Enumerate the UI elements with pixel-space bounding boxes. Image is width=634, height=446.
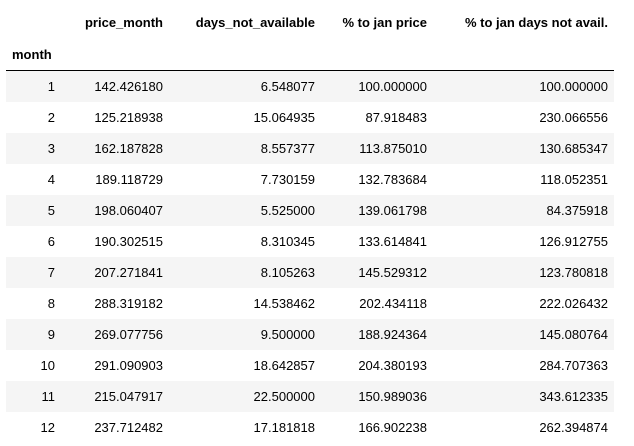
table-cell: 5.525000 [260,202,315,218]
table-cell: 145.529312 [358,264,427,280]
table-row: 10 291.090903 18.642857 204.380193 284.70736… [6,350,614,381]
column-header: % to jan days not avail. [464,14,608,30]
table-row: 12 237.712482 17.181818 166.902238 262.39487… [6,412,614,443]
table-cell: 100.000000 [539,78,608,94]
row-index: 3 [47,140,55,156]
index-name-row: month [6,38,614,71]
table-cell: 17.181818 [253,419,315,435]
table-cell: 8.310345 [260,233,315,249]
table-cell: 215.047917 [94,388,163,404]
blank-corner-cell [6,6,61,38]
table-cell: 237.712482 [94,419,163,435]
column-header: % to jan price [342,14,427,30]
table-cell: 130.685347 [539,140,608,156]
table-cell: 188.924364 [358,326,427,342]
table-cell: 8.105263 [260,264,315,280]
table-cell: 189.118729 [95,171,163,187]
row-index: 1 [47,78,55,94]
table-row: 8 288.319182 14.538462 202.434118 222.026432 [6,288,614,319]
table-cell: 22.500000 [253,388,315,404]
table-cell: 230.066556 [539,109,608,125]
empty-header-cell [61,38,169,71]
row-index: 5 [47,202,55,218]
table-cell: 166.902238 [358,419,427,435]
table-row: 7 207.271841 8.105263 145.529312 123.780818 [6,256,614,288]
table-cell: 14.538462 [253,295,315,311]
empty-header-cell [169,38,321,71]
table-cell: 202.434118 [359,295,427,311]
table-row: 4 189.118729 7.730159 132.783684 118.052351 [6,164,614,195]
table-cell: 126.912755 [539,233,608,249]
table-cell: 262.394874 [539,419,608,435]
row-index: 4 [47,171,55,187]
table-cell: 139.061798 [358,202,427,218]
row-index: 7 [47,264,55,280]
table-cell: 288.319182 [94,295,163,311]
column-header: price_month [84,14,163,30]
table-cell: 84.375918 [546,202,608,218]
table-cell: 150.989036 [358,388,427,404]
dataframe-table: price_month days_not_available % to jan … [6,6,614,443]
table-cell: 118.052351 [540,171,608,187]
row-index: 12 [40,419,55,435]
table-cell: 132.783684 [358,171,427,187]
table-cell: 133.614841 [358,233,427,249]
table-cell: 142.426180 [94,78,163,94]
table-body: 1 142.426180 6.548077 100.000000 100.000000 2… [6,70,614,443]
table-cell: 291.090903 [94,357,163,373]
table-cell: 113.875010 [359,140,427,156]
table-cell: 15.064935 [253,109,315,125]
table-cell: 204.380193 [358,357,427,373]
row-index: 6 [47,233,55,249]
table-cell: 87.918483 [365,109,427,125]
row-index: 11 [41,388,56,404]
row-index: 9 [47,326,55,342]
column-header-row: price_month days_not_available % to jan … [6,6,614,38]
table-cell: 269.077756 [94,326,163,342]
table-cell: 162.187828 [94,140,163,156]
row-index: 2 [47,109,55,125]
table-cell: 198.060407 [94,202,163,218]
table-cell: 9.500000 [260,326,315,342]
table-row: 5 198.060407 5.525000 139.061798 84.375918 [6,194,614,226]
empty-header-cell [433,38,614,71]
table-cell: 190.302515 [94,233,163,249]
empty-header-cell [321,38,433,71]
index-name: month [6,38,61,71]
table-cell: 18.642857 [253,357,315,373]
table-row: 2 125.218938 15.064935 87.918483 230.066556 [6,102,614,133]
column-header: days_not_available [195,14,315,30]
table-cell: 284.707363 [539,357,608,373]
table-cell: 125.218938 [94,109,163,125]
table-row: 3 162.187828 8.557377 113.875010 130.685347 [6,132,614,164]
table-row: 9 269.077756 9.500000 188.924364 145.080764 [6,318,614,350]
table-row: 1 142.426180 6.548077 100.000000 100.000000 [6,70,614,102]
table-cell: 6.548077 [260,78,315,94]
table-cell: 343.612335 [539,388,608,404]
table-row: 6 190.302515 8.310345 133.614841 126.912755 [6,226,614,257]
table-row: 11 215.047917 22.500000 150.989036 343.61233… [6,380,614,412]
table-cell: 222.026432 [539,295,608,311]
table-cell: 7.730159 [260,171,315,187]
table-cell: 145.080764 [539,326,608,342]
row-index: 10 [40,357,55,373]
row-index: 8 [47,295,55,311]
table-cell: 207.271841 [94,264,163,280]
table-header: price_month days_not_available % to jan … [6,6,614,71]
table-cell: 100.000000 [358,78,427,94]
table-cell: 123.780818 [539,264,608,280]
dataframe-output: price_month days_not_available % to jan … [6,6,614,443]
table-cell: 8.557377 [260,140,315,156]
